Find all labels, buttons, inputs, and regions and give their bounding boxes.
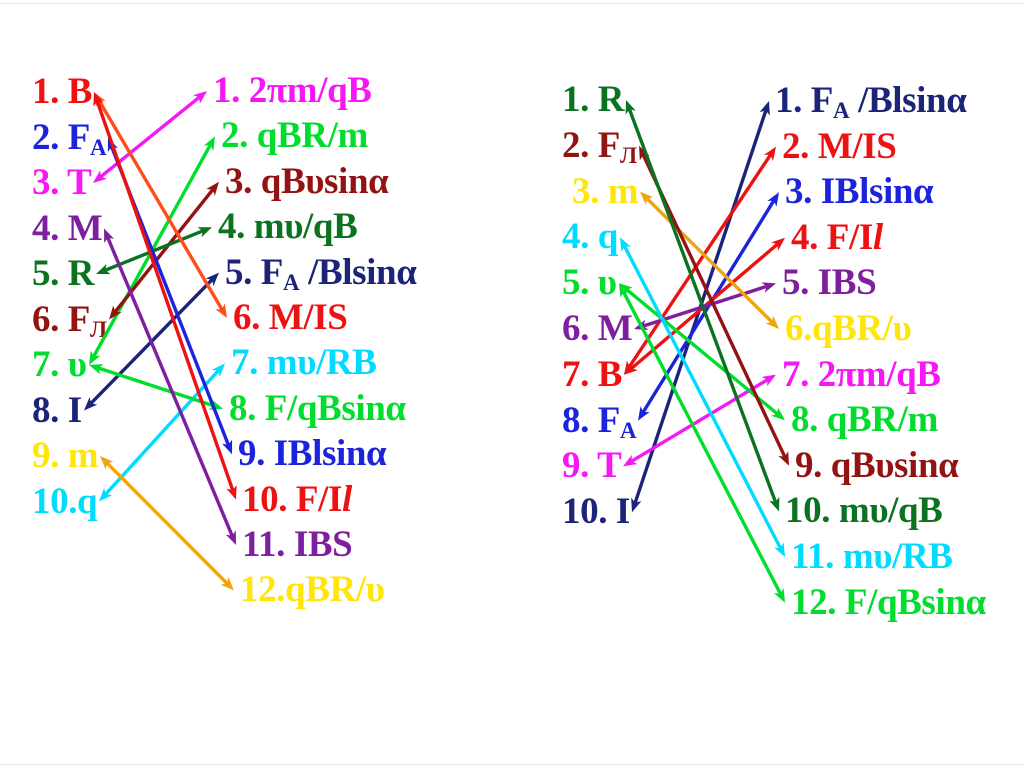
text-segment: 9. T xyxy=(562,445,622,487)
text-segment: 8. qBR/m xyxy=(791,399,938,441)
italic-segment: l xyxy=(341,478,352,520)
quantity-item-M: 6. M xyxy=(562,308,633,350)
text-segment: 3. m xyxy=(572,170,639,212)
text-segment: 6. M xyxy=(562,308,633,349)
text-segment: /Blsinα xyxy=(299,251,417,293)
formula-item-f1: 1. 2πm/qB xyxy=(213,70,372,112)
quantity-item-q: 4. q xyxy=(562,216,618,258)
text-segment: 8. F/qBsinα xyxy=(229,387,406,429)
text-segment: 2. F xyxy=(562,124,621,166)
text-segment: 8. F xyxy=(562,399,621,441)
text-segment: 5. F xyxy=(225,251,284,293)
formula-item-f10: 10. mυ/qB xyxy=(785,490,943,532)
formula-item-f8: 8. F/qBsinα xyxy=(229,388,406,430)
formula-item-f9: 9. qBυsinα xyxy=(795,444,959,487)
text-segment: 5. υ xyxy=(562,262,617,304)
formula-item-f7: 7. mυ/RB xyxy=(231,342,377,384)
subscript-segment: Л xyxy=(620,142,637,168)
formula-item-f9: 9. IBlsinα xyxy=(238,433,387,475)
text-segment: 9. m xyxy=(32,435,99,476)
formula-item-f12: 12.qBR/υ xyxy=(240,569,385,611)
text-segment: 9. IBlsinα xyxy=(238,433,387,475)
slide-bottom-border xyxy=(0,764,1024,765)
text-segment: 10. F/I xyxy=(242,478,342,520)
formula-item-f2: 2. M/IS xyxy=(782,125,897,168)
italic-segment: l xyxy=(872,216,883,258)
text-segment: 6.qBR/υ xyxy=(785,308,912,349)
text-segment: 7. υ xyxy=(32,344,87,385)
quantity-item-v: 5. υ xyxy=(562,262,617,304)
text-segment: 6. F xyxy=(32,298,91,340)
text-segment: 1. B xyxy=(32,71,93,112)
subscript-segment: A xyxy=(833,97,850,123)
text-segment: 1. 2πm/qB xyxy=(213,70,372,111)
text-segment: 7. mυ/RB xyxy=(231,342,377,384)
text-segment: 10.q xyxy=(32,480,98,522)
quantity-item-m: 9. m xyxy=(32,435,99,477)
text-segment: 7. 2πm/qB xyxy=(782,353,941,395)
text-segment: 4. q xyxy=(562,216,618,258)
formula-item-f3: 3. IBlsinα xyxy=(785,171,934,213)
formula-item-f10: 10. F/Il xyxy=(242,479,352,521)
formula-item-f4: 4. F/Il xyxy=(791,217,883,259)
formula-item-f1: 1. FA /Blsinα xyxy=(775,80,967,132)
text-segment: /Blsinα xyxy=(849,80,967,121)
text-segment: 9. qBυsinα xyxy=(795,444,959,486)
slide-top-border xyxy=(0,3,1024,4)
formula-item-f6: 6. M/IS xyxy=(233,297,348,339)
text-segment: 5. IBS xyxy=(782,262,877,304)
quantity-item-v: 7. υ xyxy=(32,344,87,386)
text-segment: 7. B xyxy=(562,353,623,395)
text-segment: 2. F xyxy=(32,116,91,158)
quantity-item-R: 1. R xyxy=(562,79,625,121)
text-segment: 11. mυ/RB xyxy=(791,536,953,577)
text-segment: 11. IBS xyxy=(242,524,353,565)
text-segment: 1. R xyxy=(562,79,625,120)
text-segment: 1. F xyxy=(775,80,834,121)
quantity-item-R: 5. R xyxy=(32,253,95,295)
formula-item-f11: 11. IBS xyxy=(242,524,353,566)
quantity-item-q: 10.q xyxy=(32,480,98,523)
text-segment: 6. M/IS xyxy=(233,297,348,338)
quantity-item-m: 3. m xyxy=(572,170,639,213)
text-segment: 12. F/qBsinα xyxy=(791,581,986,623)
formula-item-f5: 5. IBS xyxy=(782,262,877,304)
quantity-item-T: 3. T xyxy=(32,162,92,204)
text-segment: 10. mυ/qB xyxy=(785,490,943,532)
subscript-segment: A xyxy=(283,269,300,295)
quantity-item-B: 7. B xyxy=(562,354,622,396)
text-segment: 5. R xyxy=(32,253,95,294)
text-segment: 8. I xyxy=(32,389,82,431)
formula-item-f12: 12. F/qBsinα xyxy=(791,582,986,624)
quantity-item-B: 1. B xyxy=(32,71,92,113)
formula-item-f7: 7. 2πm/qB xyxy=(782,354,941,396)
quantity-item-T: 9. T xyxy=(562,445,622,487)
formula-item-f6: 6.qBR/υ xyxy=(785,308,912,350)
text-segment: 10. I xyxy=(562,491,630,533)
text-segment: 3. IBlsinα xyxy=(785,171,934,213)
text-segment: 2. M/IS xyxy=(782,125,897,167)
quantity-item-FL: 2. FЛ xyxy=(562,125,637,177)
quantity-item-FA: 8. FA xyxy=(562,399,637,452)
text-segment: 4. F/I xyxy=(791,216,873,258)
formula-item-f5: 5. FA /Blsinα xyxy=(225,251,417,304)
text-segment: 3. T xyxy=(32,162,92,203)
quantity-item-I: 10. I xyxy=(562,491,630,533)
formula-item-f11: 11. mυ/RB xyxy=(791,536,953,578)
quantity-item-I: 8. I xyxy=(32,390,82,432)
subscript-segment: A xyxy=(620,417,637,443)
formula-item-f8: 8. qBR/m xyxy=(791,399,938,441)
text-segment: 12.qBR/υ xyxy=(240,569,385,611)
